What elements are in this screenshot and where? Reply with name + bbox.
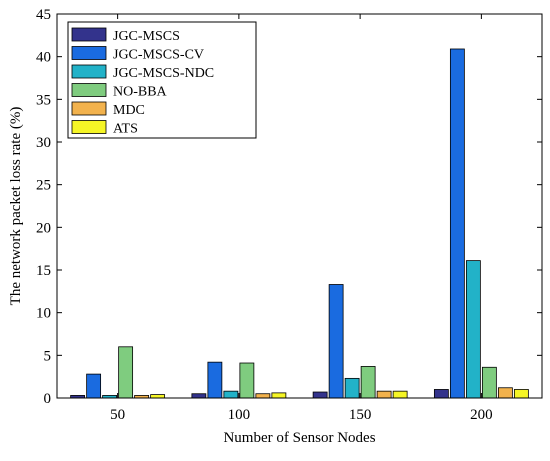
legend-swatch	[71, 120, 107, 134]
legend-swatch	[71, 83, 107, 97]
y-tick-label: 25	[36, 178, 51, 194]
bar-no-bba-200	[481, 366, 497, 399]
x-tick-label: 50	[110, 407, 125, 423]
y-axis-title: The network packet loss rate (%)	[8, 107, 24, 306]
legend-swatch	[71, 101, 107, 116]
bar-jgc-mscs-ndc-200	[465, 260, 481, 399]
bar-jgc-mscs-cv-200	[449, 48, 465, 399]
y-tick-label: 40	[36, 50, 51, 66]
legend: JGC-MSCS JGC-MSCS-CV JGC-MSCS-NDC NO-BBA MDC…	[67, 21, 257, 139]
bar-jgc-mscs-cv-100	[207, 361, 223, 399]
bar-mdc-200	[497, 387, 513, 399]
bar-ats-150	[392, 390, 408, 399]
legend-label: ATS	[113, 122, 138, 137]
x-tick-label: 100	[228, 407, 251, 423]
x-tick-label: 150	[349, 407, 372, 423]
bar-jgc-mscs-ndc-100	[223, 390, 239, 399]
y-tick-label: 5	[44, 348, 52, 364]
legend-label: NO-BBA	[113, 85, 168, 100]
y-tick-label: 35	[36, 92, 51, 108]
x-axis-title: Number of Sensor Nodes	[223, 430, 375, 446]
bar-ats-50	[150, 394, 166, 399]
axis-ticks: 0 5 10 15 20 25 30 35 40 45 50 100 150 200	[36, 7, 542, 423]
y-tick-label: 15	[36, 263, 51, 279]
y-tick-label: 10	[36, 306, 51, 322]
bar-ats-200	[513, 389, 529, 399]
legend-swatch	[71, 46, 107, 60]
x-tick-label: 200	[470, 407, 493, 423]
legend-label: JGC-MSCS-CV	[113, 48, 204, 63]
bar-jgc-mscs-cv-50	[86, 373, 102, 399]
legend-label: MDC	[113, 103, 145, 118]
bar-jgc-mscs-cv-150	[328, 284, 344, 399]
bar-no-bba-100	[239, 362, 255, 399]
bar-jgc-mscs-200	[433, 389, 449, 399]
bar-jgc-mscs-150	[312, 391, 328, 399]
y-tick-label: 0	[44, 391, 52, 407]
plot-area-frame	[56, 13, 543, 399]
y-tick-label: 20	[36, 220, 51, 236]
bar-mdc-150	[376, 390, 392, 399]
bar-jgc-mscs-ndc-150	[344, 377, 360, 399]
bar-ats-100	[271, 392, 287, 399]
legend-label: JGC-MSCS	[113, 29, 180, 44]
legend-swatch	[71, 27, 107, 42]
y-tick-label: 30	[36, 135, 51, 151]
bar-no-bba-150	[360, 366, 376, 399]
legend-label: JGC-MSCS-NDC	[113, 66, 214, 81]
bars-layer	[70, 48, 529, 399]
bar-jgc-mscs-100	[191, 393, 207, 399]
legend-swatch	[71, 64, 107, 79]
bar-mdc-100	[255, 393, 271, 399]
bar-no-bba-50	[118, 346, 134, 399]
y-tick-label: 45	[36, 7, 51, 23]
